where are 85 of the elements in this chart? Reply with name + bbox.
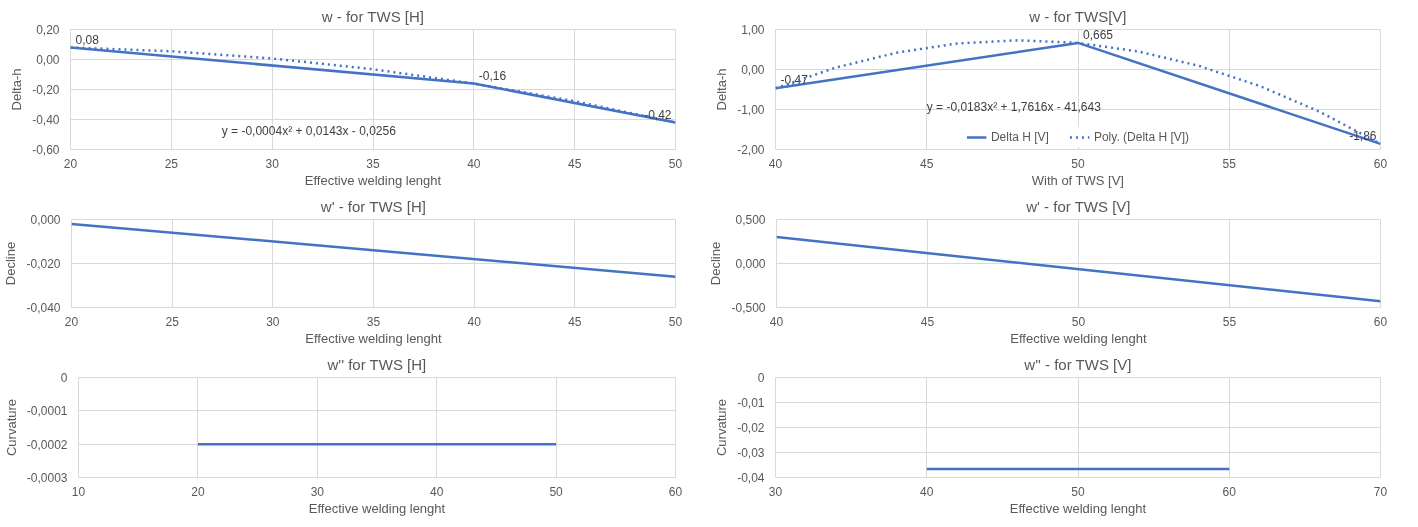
x-tick-label: 50 — [1071, 314, 1086, 329]
x-axis-title: Effective welding lenght — [308, 500, 446, 516]
y-tick-label: -0,03 — [737, 446, 765, 460]
annotation: y = -0,0183x² + 1,7616x - 41,643 — [926, 99, 1102, 114]
x-tick-label: 40 — [920, 484, 934, 499]
y-tick-label: -2,00 — [737, 143, 765, 157]
x-tick-label: 40 — [430, 484, 444, 499]
x-tick-label: 35 — [366, 314, 381, 329]
y-tick-label: 0,000 — [30, 213, 61, 227]
x-tick-label: 30 — [310, 484, 325, 499]
x-tick-label: 60 — [1373, 156, 1388, 171]
x-axis-title: With of TWS [V] — [1031, 172, 1124, 188]
legend-label: Poly. (Delta H [V]) — [1093, 130, 1190, 144]
y-axis-title: Decline — [708, 241, 724, 286]
x-tick-label: 40 — [467, 156, 481, 171]
x-tick-label: 20 — [63, 156, 78, 171]
x-tick-label: 25 — [165, 314, 180, 329]
y-axis-title: Delta-h — [9, 68, 25, 111]
legend-label: Delta H [V] — [990, 130, 1049, 144]
y-axis-title: Curvature — [714, 398, 730, 457]
y-tick-label: -1,00 — [737, 103, 765, 117]
chart-title: w - for TWS[V] — [1028, 7, 1127, 25]
y-tick-label: 0,00 — [741, 63, 765, 77]
y-tick-label: -0,02 — [737, 421, 765, 435]
chart-title: w'' for TWS [H] — [326, 355, 427, 373]
x-tick-label: 60 — [668, 484, 683, 499]
y-tick-label: 0 — [60, 371, 68, 385]
x-tick-label: 45 — [920, 314, 935, 329]
x-tick-label: 60 — [1373, 314, 1388, 329]
y-tick-label: -0,040 — [26, 301, 61, 315]
x-tick-label: 10 — [71, 484, 86, 499]
x-tick-label: 40 — [769, 314, 784, 329]
x-tick-label: 25 — [164, 156, 179, 171]
x-tick-label: 50 — [549, 484, 564, 499]
x-axis-title: Effective welding lenght — [1010, 330, 1148, 346]
x-tick-label: 55 — [1222, 314, 1237, 329]
data-label: 0,08 — [75, 32, 100, 47]
chart-title: w'' - for TWS [V] — [1023, 355, 1132, 373]
x-tick-label: 30 — [768, 484, 783, 499]
x-axis-title: Effective welding lenght — [1009, 500, 1147, 516]
x-tick-label: 50 — [668, 156, 683, 171]
y-tick-label: 0,00 — [36, 53, 60, 67]
x-tick-label: 70 — [1373, 484, 1388, 499]
x-tick-label: 20 — [64, 314, 79, 329]
y-tick-label: -0,20 — [32, 83, 60, 97]
y-tick-label: -0,40 — [32, 113, 60, 127]
y-tick-label: -0,0002 — [26, 437, 68, 452]
y-tick-label: -0,0003 — [26, 471, 68, 485]
x-tick-label: 35 — [366, 156, 380, 171]
y-axis-title: Delta-h — [714, 68, 730, 111]
chart-title: w' - for TWS [V] — [1025, 197, 1131, 215]
y-tick-label: 0,000 — [735, 257, 766, 271]
y-tick-label: -0,020 — [26, 257, 61, 271]
data-label: -0,42 — [644, 107, 672, 122]
y-tick-label: 0,20 — [36, 23, 60, 37]
x-axis-title: Effective welding lenght — [304, 172, 442, 188]
y-tick-label: -0,500 — [731, 301, 766, 315]
y-axis-title: Curvature — [3, 398, 19, 457]
y-tick-label: 1,00 — [741, 23, 765, 37]
x-tick-label: 40 — [768, 156, 783, 171]
data-label: 0,665 — [1083, 27, 1114, 42]
y-tick-label: -0,01 — [737, 396, 765, 410]
x-tick-label: 20 — [191, 484, 205, 499]
y-tick-label: -0,60 — [32, 143, 60, 157]
x-tick-label: 55 — [1222, 156, 1237, 171]
data-label: -0,16 — [478, 68, 507, 83]
chart-title: w' - for TWS [H] — [319, 197, 426, 215]
x-tick-label: 30 — [265, 156, 280, 171]
annotation: y = -0,0004x² + 0,0143x - 0,0256 — [221, 123, 397, 138]
x-tick-label: 45 — [920, 156, 934, 171]
y-tick-label: -0,0001 — [26, 404, 68, 419]
y-tick-label: -0,04 — [737, 471, 765, 485]
x-tick-label: 45 — [567, 156, 582, 171]
x-tick-label: 40 — [467, 314, 482, 329]
y-tick-label: 0,500 — [735, 213, 766, 227]
x-tick-label: 50 — [1071, 484, 1085, 499]
y-tick-label: 0 — [757, 371, 765, 385]
x-tick-label: 45 — [568, 314, 582, 329]
x-axis-title: Effective welding lenght — [305, 330, 443, 346]
x-tick-label: 60 — [1222, 484, 1237, 499]
x-tick-label: 50 — [668, 314, 683, 329]
x-tick-label: 30 — [266, 314, 280, 329]
y-axis-title: Decline — [3, 241, 19, 286]
x-tick-label: 50 — [1071, 156, 1085, 171]
chart-title: w - for TWS [H] — [320, 7, 424, 25]
